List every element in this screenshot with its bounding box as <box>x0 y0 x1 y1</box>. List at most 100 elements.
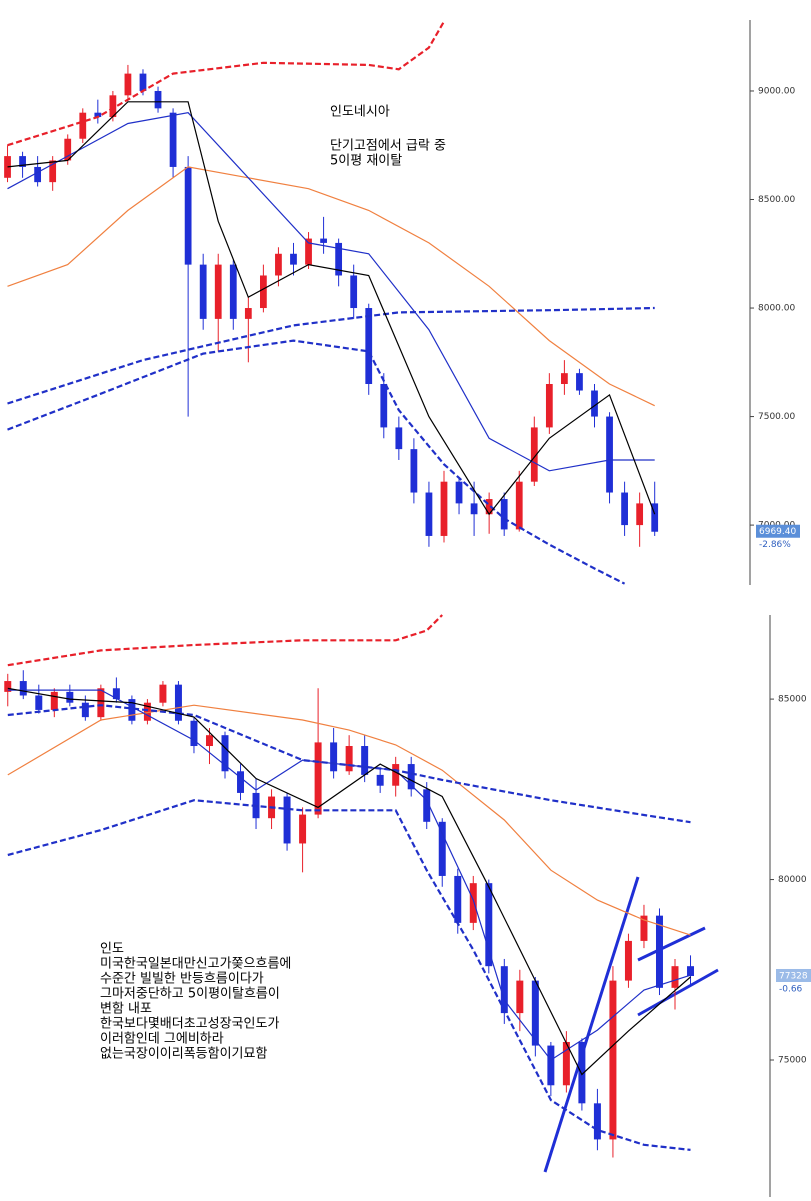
candle-body <box>361 746 369 775</box>
candle-body <box>365 308 373 385</box>
indicator-line <box>7 339 626 585</box>
candle-body <box>314 742 322 815</box>
candle-body <box>609 980 617 1140</box>
candle-body <box>34 166 42 183</box>
candle-body <box>50 691 58 710</box>
candle-body <box>79 112 87 139</box>
change-label: -0.66 <box>779 984 803 994</box>
candle-body <box>655 915 663 988</box>
candle-body <box>470 503 478 515</box>
candle-body <box>425 492 433 536</box>
indicator-line <box>7 306 655 405</box>
candle-body <box>184 166 192 265</box>
candle-body <box>143 702 151 721</box>
candle-body <box>621 492 628 526</box>
candle-body <box>455 481 463 504</box>
candle-body <box>174 684 182 721</box>
candle-body <box>109 95 117 118</box>
candle-body <box>640 915 648 941</box>
candle-body <box>376 774 384 786</box>
candle-body <box>221 735 229 772</box>
candle-body <box>124 73 132 96</box>
candle-body <box>606 416 613 493</box>
annotation: 인도네시아 <box>330 105 390 120</box>
annotation: 5이평 재이탈 <box>330 154 402 169</box>
indicator-line <box>7 112 655 472</box>
last-price: 6969.40 <box>759 527 796 537</box>
annotation: 단기고점에서 급락 중 <box>330 139 446 154</box>
candle-body <box>350 275 358 309</box>
candle-body <box>500 966 508 1014</box>
y-tick-label: 8000.00 <box>758 304 795 314</box>
indicator-line <box>7 614 443 667</box>
candle-body <box>440 481 448 536</box>
y-tick-label: 85000 <box>778 695 807 705</box>
candle-body <box>97 688 105 718</box>
candle-body <box>469 883 477 923</box>
candle-body <box>671 966 679 988</box>
candle-body <box>259 275 267 309</box>
candle-body <box>229 264 237 319</box>
candle-body <box>139 73 147 91</box>
annotation: 변함 내포 <box>100 1002 152 1017</box>
candle-body <box>591 390 598 417</box>
y-tick-label: 75000 <box>778 1056 807 1066</box>
price-box <box>756 524 800 538</box>
trend-line <box>543 876 640 1173</box>
annotation: 이러함인데 그에비하라 <box>100 1032 224 1047</box>
candle-body <box>500 499 508 530</box>
candle-body <box>154 90 162 109</box>
candle-body <box>687 966 695 976</box>
candle-body <box>19 681 27 696</box>
annotation: 미국한국일본대만신고가쫒으흐름에 <box>100 957 291 972</box>
candle-body <box>380 384 388 428</box>
price-box <box>776 968 811 982</box>
candle-body <box>290 253 297 265</box>
annotation: 인도 <box>100 942 124 957</box>
candle-body <box>244 308 252 319</box>
candle-body <box>578 1041 586 1104</box>
candle-body <box>81 702 89 718</box>
indicator-line <box>7 101 656 516</box>
y-tick-label: 8500.00 <box>758 195 795 205</box>
trend-line <box>637 968 719 1017</box>
candle-body <box>94 112 102 118</box>
candle-body <box>283 796 291 844</box>
candle-body <box>305 238 312 265</box>
y-tick-label: 7500.00 <box>758 412 795 422</box>
candle-body <box>330 742 338 772</box>
indicator-line <box>7 704 691 936</box>
candle-body <box>485 883 493 967</box>
annotation: 수준간 빌빌한 반등흐름이다가 <box>100 972 264 987</box>
y-tick-label: 80000 <box>778 875 807 885</box>
candle-body <box>454 875 462 923</box>
candle-body <box>562 1041 570 1086</box>
candle-body <box>561 373 568 385</box>
indicator-line <box>7 799 691 1151</box>
candle-body <box>66 691 74 703</box>
annotation: 그마저중단하고 5이평이탈흐름이 <box>100 987 280 1002</box>
last-price: 77328 <box>779 971 808 981</box>
candle-body <box>545 384 553 428</box>
indicator-line <box>7 166 655 407</box>
trend-lines <box>543 876 719 1173</box>
candle-body <box>205 735 213 747</box>
candle-body <box>531 980 539 1046</box>
candle-body <box>35 695 43 710</box>
candle-body <box>335 242 343 276</box>
candle-body <box>515 481 523 530</box>
candle-body <box>410 449 418 493</box>
candle-body <box>485 499 493 515</box>
candle-body <box>299 814 307 844</box>
candle-body <box>320 238 327 243</box>
candle-body <box>49 160 57 183</box>
candle-body <box>438 821 446 876</box>
candle-body <box>576 373 583 391</box>
candle-body <box>345 746 353 772</box>
indicator-line <box>7 689 691 1061</box>
y-tick-label: 9000.00 <box>758 86 795 96</box>
candle-body <box>651 503 659 532</box>
candle-body <box>593 1103 601 1140</box>
candle-body <box>516 980 524 1014</box>
